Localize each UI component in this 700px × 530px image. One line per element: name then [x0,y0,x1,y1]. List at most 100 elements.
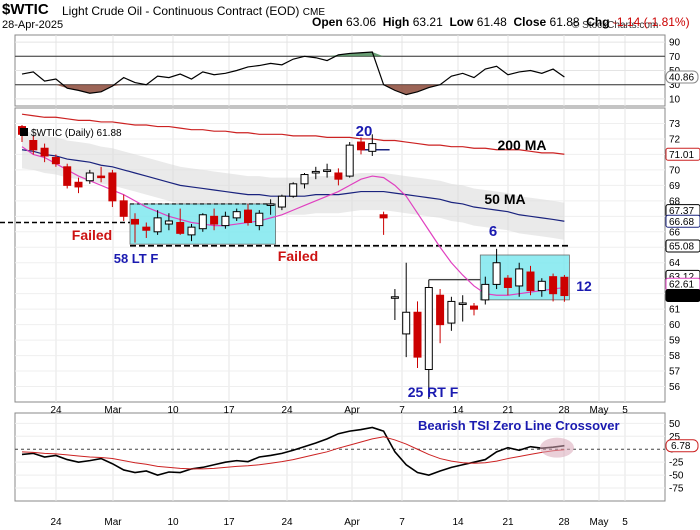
y-tick-label-price: 60 [669,320,681,331]
candle-body [289,183,298,197]
exchange: CME [302,7,326,18]
annotation-5: 58 LT F [114,251,159,266]
candle-body [210,215,219,225]
y-tick-label-price: 66 [669,227,681,238]
close-value: 61.88 [549,15,580,29]
price-tag-label: 66.68 [669,217,694,228]
candle-body [357,141,365,151]
candle-body [108,172,117,202]
candle-body [345,144,354,177]
price-tag-label: 62.61 [669,280,694,291]
candle-body [244,209,252,224]
price-tag [665,214,700,228]
candle-body [198,214,207,230]
candle-body [300,174,309,185]
y-tick-label-price: 68 [669,196,681,207]
price-legend: $WTIC (Daily) 61.88 [31,128,122,139]
panel-frame-price [14,107,666,403]
tsi-signal-line [21,436,565,470]
candle-body [526,271,535,292]
candle-body [447,300,456,324]
x-tick-label-bottom: 24 [281,517,293,528]
chart-header: $WTIC Light Crude Oil - Continuous Contr… [0,0,700,34]
y-tick-label-indicator: 70 [669,52,681,63]
x-tick-label-bottom: Apr [344,517,360,528]
overbought-fill [22,52,565,57]
y-tick-label-tsi: 50 [669,419,681,430]
x-tick-label-bottom: 28 [558,517,570,528]
symbol: $WTIC [2,1,49,18]
y-tick-label-price: 70 [669,165,681,176]
candle-body [311,170,320,174]
candle-body [515,268,524,287]
candle-body [29,139,38,151]
annotation-6: Failed [278,248,318,264]
annotation-2: 200 MA [497,137,546,153]
candle-body [266,203,275,206]
x-tick-label-bottom: 24 [50,517,62,528]
x-tick-label-bottom: Mar [104,517,122,528]
candle-body [549,276,558,295]
candle-body [402,311,411,335]
candle-body [153,217,162,233]
low-label: Low [449,15,474,29]
candle-body [436,294,445,326]
candle-body [131,218,139,225]
candle-body [323,169,332,172]
candle-body [164,220,173,225]
x-tick-label: 14 [452,405,464,416]
x-tick-label: 21 [502,405,514,416]
x-tick-label-bottom: 14 [452,517,464,528]
high-label: High [382,15,410,29]
watermark: © StockCharts.com [572,20,659,31]
candle-body [63,166,72,186]
candle-body [40,147,49,157]
x-tick-label: Apr [344,405,360,416]
y-tick-label-price: 56 [669,382,681,393]
price-tag [665,147,700,161]
change-value: -1.14 (-1.81%) [612,15,690,29]
y-tick-label-indicator: 10 [669,94,681,105]
x-tick-label-bottom: 10 [167,517,179,528]
y-tick-label-price: 72 [669,134,681,145]
candle-body [187,226,196,236]
price-tag-label: 63.12 [669,272,694,283]
x-tick-label: 28 [558,405,570,416]
y-tick-label-price: 64 [669,258,681,269]
x-tick-label: 24 [50,405,62,416]
crossover-highlight [540,437,574,458]
candle-body [492,262,501,285]
oversold-fill [22,84,565,95]
candle-body [458,302,467,305]
ohlc-readout: Open 63.06 High 63.21 Low 61.48 Close 61… [312,15,690,29]
candle-body [232,211,241,219]
chart-date: 28-Apr-2025 [2,19,64,31]
price-tag [665,239,700,253]
annotation-4: Failed [72,227,112,243]
y-tick-label-indicator: 30 [669,80,681,91]
instrument-title: Light Crude Oil - Continuous Contract (E… [62,4,300,18]
price-tag-label: 61.88 [669,291,694,302]
close-label: Close [513,15,547,29]
tsi-last-value: 6.78 [671,441,691,452]
last-value-tag [665,70,699,84]
candle-body [390,296,399,299]
high-value: 63.21 [412,15,443,29]
candle-body [142,226,151,231]
candle-body [470,305,478,310]
legend-swatch [20,128,28,136]
candle-body [334,172,343,180]
y-tick-label-price: 61 [669,305,681,316]
low-value: 61.48 [476,15,507,29]
tsi-annotation: Bearish TSI Zero Line Crossover [418,418,620,433]
y-tick-label-indicator: 90 [669,38,681,49]
candle-body [424,286,433,371]
annotation-7: 6 [489,223,497,240]
x-tick-label-bottom: 21 [502,517,514,528]
panel-frame-tsi [14,412,666,502]
y-tick-label-tsi: -25 [669,458,684,469]
price-tag-label: 71.01 [669,150,694,161]
y-tick-label-price: 58 [669,351,681,362]
open-label: Open [312,15,343,29]
